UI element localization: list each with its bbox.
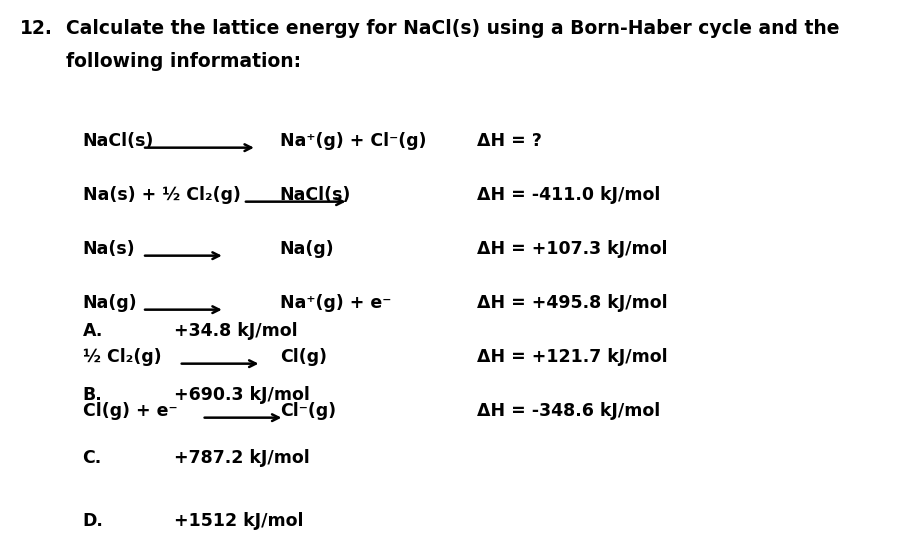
Text: +787.2 kJ/mol: +787.2 kJ/mol [174,449,310,467]
Text: ΔH = ?: ΔH = ? [477,132,542,150]
Text: Cl(g): Cl(g) [280,348,326,366]
Text: Calculate the lattice energy for NaCl(s) using a Born-Haber cycle and the: Calculate the lattice energy for NaCl(s)… [66,19,840,38]
Text: NaCl(s): NaCl(s) [280,186,351,204]
Text: D.: D. [83,512,104,531]
Text: Na⁺(g) + Cl⁻(g): Na⁺(g) + Cl⁻(g) [280,132,426,150]
Text: Na(g): Na(g) [280,240,335,258]
Text: 12.: 12. [20,19,53,38]
Text: B.: B. [83,386,103,404]
Text: +1512 kJ/mol: +1512 kJ/mol [174,512,304,531]
Text: C.: C. [83,449,102,467]
Text: ΔH = +495.8 kJ/mol: ΔH = +495.8 kJ/mol [477,294,668,312]
Text: Na(s): Na(s) [83,240,135,258]
Text: ΔH = +121.7 kJ/mol: ΔH = +121.7 kJ/mol [477,348,668,366]
Text: ½ Cl₂(g): ½ Cl₂(g) [83,348,161,366]
Text: NaCl(s): NaCl(s) [83,132,154,150]
Text: Na⁺(g) + e⁻: Na⁺(g) + e⁻ [280,294,391,312]
Text: ΔH = +107.3 kJ/mol: ΔH = +107.3 kJ/mol [477,240,668,258]
Text: A.: A. [83,322,103,341]
Text: Na(s) + ½ Cl₂(g): Na(s) + ½ Cl₂(g) [83,186,240,204]
Text: following information:: following information: [66,52,301,71]
Text: +34.8 kJ/mol: +34.8 kJ/mol [174,322,298,341]
Text: Cl(g) + e⁻: Cl(g) + e⁻ [83,402,177,420]
Text: ΔH = -348.6 kJ/mol: ΔH = -348.6 kJ/mol [477,402,660,420]
Text: Cl⁻(g): Cl⁻(g) [280,402,336,420]
Text: ΔH = -411.0 kJ/mol: ΔH = -411.0 kJ/mol [477,186,660,204]
Text: Na(g): Na(g) [83,294,138,312]
Text: +690.3 kJ/mol: +690.3 kJ/mol [174,386,310,404]
